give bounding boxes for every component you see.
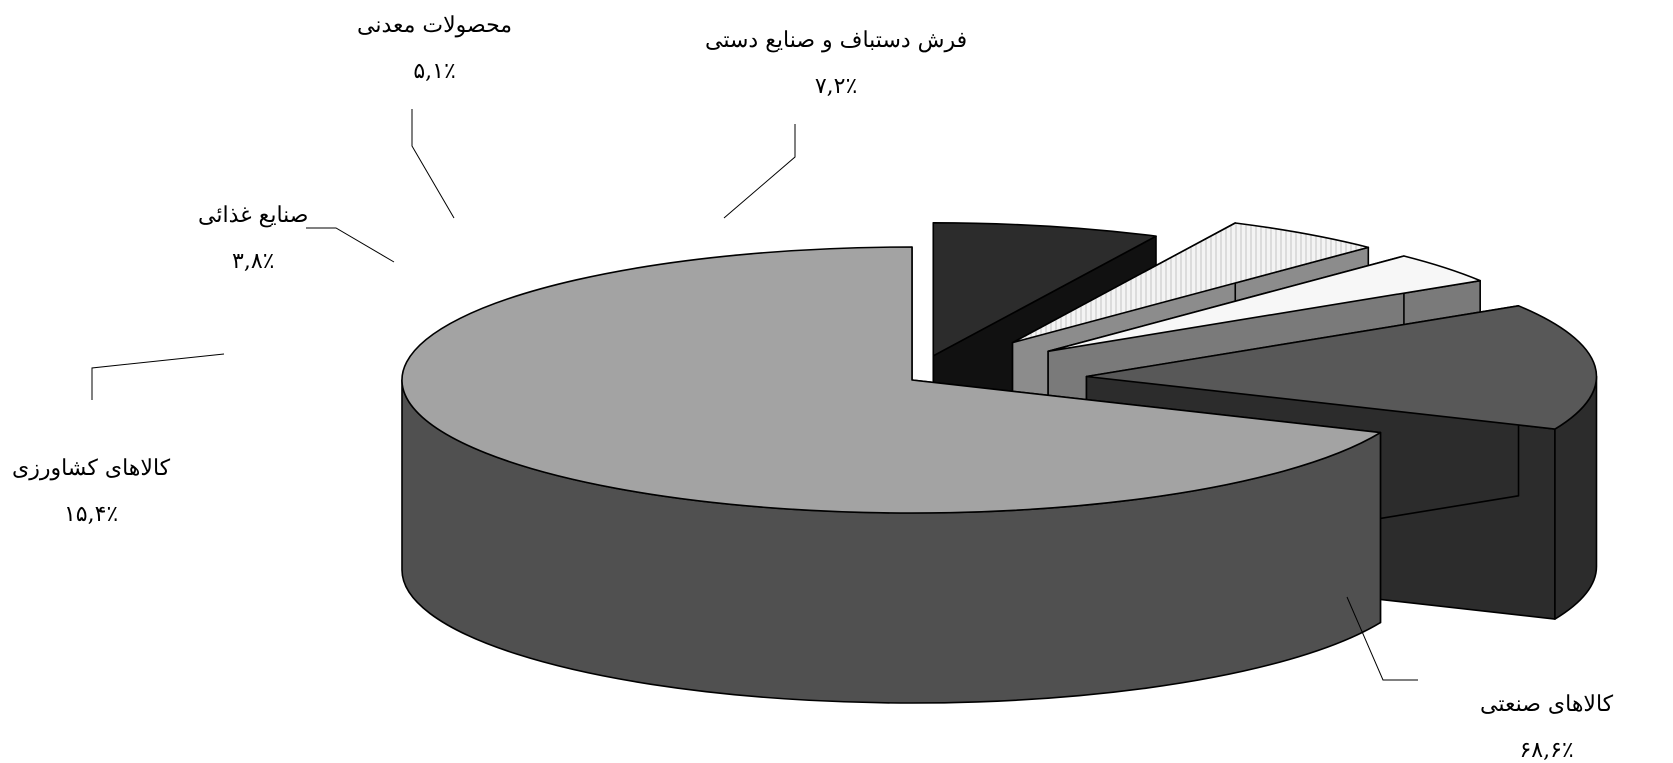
- leader-food-industry: [306, 227, 395, 263]
- label-handicrafts-value: ۷,۲٪: [814, 74, 858, 99]
- leader-mineral: [411, 109, 455, 219]
- leader-handicrafts: [723, 124, 796, 219]
- slice-food-industry: [1047, 255, 1481, 353]
- label-industrial-name: کالاهای صنعتی: [1480, 692, 1614, 717]
- label-industrial-value: ۶۸,۶٪: [1519, 738, 1574, 763]
- label-industrial: کالاهای صنعتی ۶۸,۶٪: [1480, 694, 1613, 762]
- label-mineral: محصولات معدنی ۵,۱٪: [357, 15, 512, 83]
- label-food-industry: صنایع غذائی ۳,۸٪: [198, 205, 308, 273]
- slice-handicrafts: [932, 222, 1157, 357]
- label-handicrafts-name: فرش دستباف و صنایع دستی: [705, 28, 968, 53]
- label-agricultural-name: کالاهای کشاورزی: [12, 456, 171, 481]
- leader-industrial: [1346, 596, 1418, 681]
- label-food-industry-value: ۳,۸٪: [232, 249, 275, 274]
- label-mineral-name: محصولات معدنی: [357, 13, 513, 38]
- label-agricultural-value: ۱۵,۴٪: [63, 502, 119, 527]
- label-handicrafts: فرش دستباف و صنایع دستی ۷,۲٪: [705, 30, 967, 98]
- label-food-industry-name: صنایع غذائی: [198, 203, 309, 228]
- slice-agricultural: [1085, 305, 1598, 430]
- label-mineral-value: ۵,۱٪: [413, 59, 456, 84]
- slice-mineral: [1011, 222, 1370, 344]
- label-agricultural: کالاهای کشاورزی ۱۵,۴٪: [12, 458, 170, 526]
- slice-industrial: [401, 246, 1382, 514]
- leader-agricultural: [91, 353, 225, 400]
